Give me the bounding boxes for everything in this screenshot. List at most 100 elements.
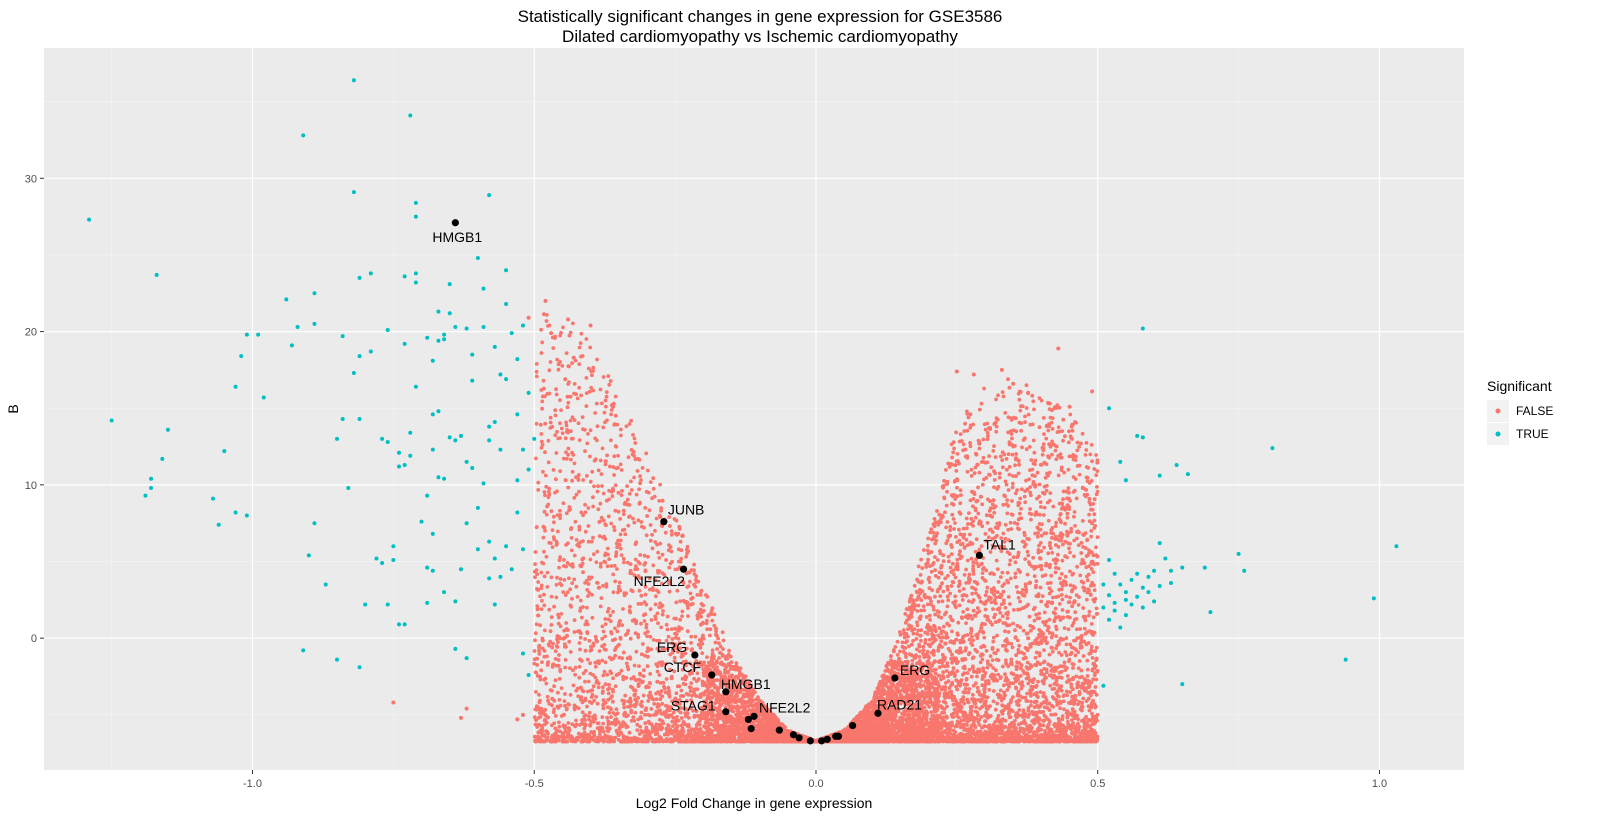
false-point (965, 607, 969, 611)
false-point (585, 474, 589, 478)
false-point (539, 678, 543, 682)
false-point (589, 689, 593, 693)
false-point (1031, 423, 1035, 427)
false-point (569, 419, 573, 423)
false-point (896, 640, 900, 644)
false-point (535, 657, 539, 661)
false-point (636, 633, 640, 637)
false-point (982, 636, 986, 640)
false-point (705, 627, 709, 631)
false-point (547, 392, 551, 396)
false-point (566, 702, 570, 706)
false-point (551, 545, 555, 549)
false-point (615, 731, 619, 735)
false-point (609, 413, 613, 417)
false-point (646, 469, 650, 473)
false-point (617, 585, 621, 589)
plot-panel (44, 48, 1464, 770)
false-point (670, 677, 674, 681)
false-point (589, 558, 593, 562)
false-point (1011, 482, 1015, 486)
false-point (1090, 622, 1094, 626)
false-point (984, 608, 988, 612)
false-point (954, 678, 958, 682)
false-point (993, 478, 997, 482)
false-point (591, 366, 595, 370)
false-point (577, 362, 581, 366)
false-point (585, 579, 589, 583)
false-point (597, 469, 601, 473)
false-point (602, 739, 606, 743)
false-point (667, 724, 671, 728)
false-point (602, 492, 606, 496)
false-point (595, 402, 599, 406)
false-point (689, 681, 693, 685)
false-point (643, 713, 647, 717)
false-point (558, 509, 562, 513)
false-point (974, 705, 978, 709)
false-point (1017, 518, 1021, 522)
false-point (534, 670, 538, 674)
false-point (614, 395, 618, 399)
false-point (629, 739, 633, 743)
false-point (577, 478, 581, 482)
false-point (670, 550, 674, 554)
false-point (592, 734, 596, 738)
false-point (1090, 443, 1094, 447)
false-point (698, 723, 702, 727)
false-point (614, 646, 618, 650)
false-point (689, 689, 693, 693)
false-point (599, 459, 603, 463)
false-point (658, 514, 662, 518)
false-point (572, 496, 576, 500)
false-point (917, 643, 921, 647)
false-point (538, 623, 542, 627)
false-point (596, 484, 600, 488)
false-point (1064, 595, 1068, 599)
false-point (593, 714, 597, 718)
false-point (938, 549, 942, 553)
false-point (573, 618, 577, 622)
false-point (591, 616, 595, 620)
false-point (542, 593, 546, 597)
false-point (604, 622, 608, 626)
false-point (540, 432, 544, 436)
false-point (640, 711, 644, 715)
false-point (589, 480, 593, 484)
false-point (689, 592, 693, 596)
false-point (589, 369, 593, 373)
false-point (992, 485, 996, 489)
false-point (951, 562, 955, 566)
false-point (1054, 607, 1058, 611)
false-point (666, 730, 670, 734)
false-point (614, 414, 618, 418)
false-point (592, 684, 596, 688)
false-point (574, 520, 578, 524)
false-point (649, 523, 653, 527)
false-point (935, 509, 939, 513)
false-point (675, 715, 679, 719)
false-point (583, 449, 587, 453)
false-point (535, 568, 539, 572)
false-point (608, 711, 612, 715)
false-point (957, 584, 961, 588)
false-point (678, 618, 682, 622)
false-point (603, 670, 607, 674)
false-point (604, 682, 608, 686)
false-point (634, 540, 638, 544)
false-point (607, 618, 611, 622)
false-point (693, 688, 697, 692)
false-point (656, 569, 660, 573)
false-point (699, 641, 703, 645)
false-point (1039, 586, 1043, 590)
false-point (603, 617, 607, 621)
false-point (563, 578, 567, 582)
false-point (566, 561, 570, 565)
false-point (623, 532, 627, 536)
false-point (619, 547, 623, 551)
false-point (552, 721, 556, 725)
false-point (723, 740, 727, 744)
false-point (653, 495, 657, 499)
false-point (571, 453, 575, 457)
false-point (549, 421, 553, 425)
